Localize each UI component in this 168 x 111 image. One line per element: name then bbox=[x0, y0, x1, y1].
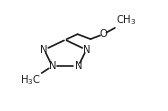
Text: N: N bbox=[40, 45, 48, 55]
Text: H$_3$C: H$_3$C bbox=[20, 73, 41, 87]
Text: N: N bbox=[75, 61, 82, 71]
Text: N: N bbox=[82, 45, 90, 55]
Text: CH$_3$: CH$_3$ bbox=[116, 14, 136, 27]
Text: O: O bbox=[100, 29, 107, 39]
Text: N: N bbox=[49, 61, 56, 71]
